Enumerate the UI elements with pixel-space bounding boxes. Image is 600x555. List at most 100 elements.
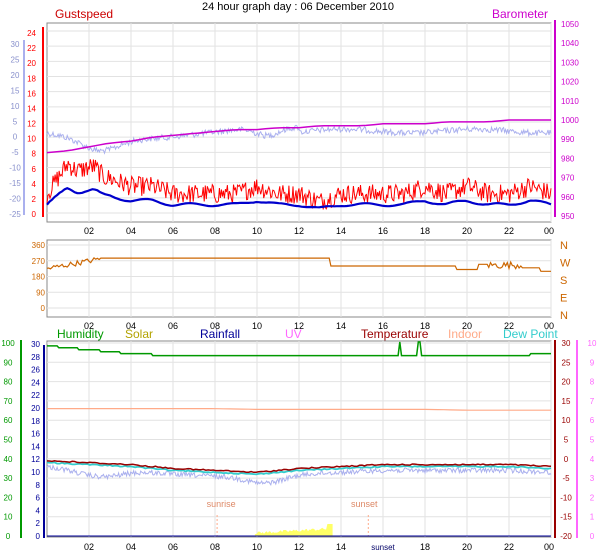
baro-axis-tick-label: 1030 bbox=[561, 58, 579, 67]
legend-humidity: Humidity bbox=[57, 327, 104, 341]
panel3-x-tick-label: 22 bbox=[504, 542, 514, 552]
panel1-x-tick-label: 08 bbox=[210, 226, 220, 236]
compass-label: S bbox=[560, 275, 567, 287]
humidity-axis-tick-label: 0 bbox=[6, 532, 11, 541]
panel1-x-tick-label: 12 bbox=[294, 226, 304, 236]
legend-temperature: Temperature bbox=[361, 327, 429, 341]
temp-axis-tick-label: -10 bbox=[9, 164, 21, 173]
panel1-x-tick-label: 14 bbox=[336, 226, 346, 236]
temp-axis-tick-label: -20 bbox=[9, 195, 21, 204]
gust-axis-tick-label: 18 bbox=[27, 74, 36, 83]
uv-axis-tick-label: 8 bbox=[590, 378, 595, 387]
gustspeed-line bbox=[46, 159, 552, 210]
temp-axis-tick-label: -15 bbox=[9, 179, 21, 188]
uv-axis-tick-label: 9 bbox=[590, 358, 595, 367]
gust-axis-tick-label: 20 bbox=[27, 59, 36, 68]
temperature-axis-tick-label: 0 bbox=[564, 455, 569, 464]
gust-axis-tick-label: 0 bbox=[32, 210, 37, 219]
temp-axis-tick-label: 15 bbox=[11, 86, 20, 95]
panel3-x-tick-label: 12 bbox=[294, 542, 304, 552]
temp-axis-tick-label: 25 bbox=[11, 55, 20, 64]
gust-axis-tick-label: 14 bbox=[27, 104, 36, 113]
temperature-axis-tick-label: 25 bbox=[562, 358, 571, 367]
rainfall-axis-tick-label: 14 bbox=[31, 442, 40, 451]
dewpoint-line bbox=[46, 461, 552, 476]
rainfall-axis-tick-label: 0 bbox=[36, 532, 41, 541]
temperature-axis-tick-label: -20 bbox=[560, 532, 572, 541]
temperature-axis-tick-label: 30 bbox=[562, 339, 571, 348]
rainfall-axis-tick-label: 16 bbox=[31, 430, 40, 439]
panel1-x-tick-label: 16 bbox=[378, 226, 388, 236]
humidity-axis-tick-label: 100 bbox=[1, 339, 15, 348]
humidity-axis-tick-label: 40 bbox=[4, 455, 13, 464]
rainfall-axis-tick-label: 8 bbox=[36, 481, 41, 490]
rainfall-axis-tick-label: 18 bbox=[31, 417, 40, 426]
panel2-x-tick-label: 16 bbox=[378, 321, 388, 331]
panel1-x-tick-label: 00 bbox=[544, 226, 554, 236]
temp-axis-tick-label: 5 bbox=[13, 117, 18, 126]
solar-area bbox=[254, 524, 333, 536]
rainfall-axis-tick-label: 2 bbox=[36, 519, 41, 528]
panel1-x-tick-label: 20 bbox=[462, 226, 472, 236]
panel1-x-tick-label: 02 bbox=[84, 226, 94, 236]
uv-axis-tick-label: 10 bbox=[588, 339, 597, 348]
indoor-line bbox=[47, 408, 551, 411]
rainfall-axis-tick-label: 20 bbox=[31, 404, 40, 413]
panel2-x-tick-label: 04 bbox=[126, 321, 136, 331]
compass-label: W bbox=[560, 258, 571, 270]
humidity-axis-tick-label: 80 bbox=[4, 378, 13, 387]
uv-axis-tick-label: 1 bbox=[590, 513, 595, 522]
temperature-axis-tick-label: 10 bbox=[562, 416, 571, 425]
rainfall-axis-tick-label: 26 bbox=[31, 366, 40, 375]
barometer-label: Barometer bbox=[492, 7, 548, 21]
panel1-x-tick-label: 06 bbox=[168, 226, 178, 236]
sunrise-label: sunrise bbox=[207, 499, 236, 509]
baro-axis-tick-label: 970 bbox=[561, 174, 575, 183]
uv-axis-tick-label: 7 bbox=[590, 397, 595, 406]
panel2-x-tick-label: 00 bbox=[544, 321, 554, 331]
gust-axis-tick-label: 22 bbox=[27, 44, 36, 53]
gust-axis-tick-label: 4 bbox=[32, 180, 37, 189]
panel2-x-tick-label: 20 bbox=[462, 321, 472, 331]
rainfall-axis-tick-label: 24 bbox=[31, 378, 40, 387]
direction-axis-tick-label: 360 bbox=[32, 241, 46, 250]
temp-axis-tick-label: -25 bbox=[9, 210, 21, 219]
rainfall-axis-tick-label: 4 bbox=[36, 506, 41, 515]
temperature-axis-tick-label: -10 bbox=[560, 493, 572, 502]
humidity-axis-tick-label: 50 bbox=[4, 436, 13, 445]
temp-axis-tick-label: 30 bbox=[11, 40, 20, 49]
panel1-x-tick-label: 18 bbox=[420, 226, 430, 236]
temperature-background-line bbox=[46, 124, 552, 155]
temperature-axis-tick-label: 5 bbox=[564, 436, 569, 445]
climate-panel: 1009080706050403020100302826242220181614… bbox=[1, 327, 597, 552]
barometer-line bbox=[46, 119, 551, 154]
gust-barometer-panel: 302520151050-5-10-15-20-2524222018161412… bbox=[9, 7, 579, 236]
panel3-x-tick-label: 08 bbox=[210, 542, 220, 552]
sunset-label: sunset bbox=[351, 499, 378, 509]
panel3-x-tick-label: 06 bbox=[168, 542, 178, 552]
baro-axis-tick-label: 980 bbox=[561, 154, 575, 163]
panel3-x-tick-label: sunset bbox=[371, 543, 395, 552]
baro-axis-tick-label: 990 bbox=[561, 135, 575, 144]
legend-rainfall: Rainfall bbox=[200, 327, 240, 341]
compass-label: N bbox=[560, 240, 568, 252]
uv-axis-tick-label: 5 bbox=[590, 436, 595, 445]
gust-axis-tick-label: 2 bbox=[32, 195, 37, 204]
uv-axis-tick-label: 0 bbox=[590, 532, 595, 541]
panel1-x-tick-label: 04 bbox=[126, 226, 136, 236]
temperature-axis-tick-label: -15 bbox=[560, 513, 572, 522]
legend-uv: UV bbox=[285, 327, 302, 341]
uv-axis-tick-label: 2 bbox=[590, 493, 595, 502]
legend-indoor: Indoor bbox=[448, 327, 482, 341]
temperature-line bbox=[46, 460, 552, 474]
panel3-x-tick-label: 18 bbox=[420, 542, 430, 552]
humidity-axis-tick-label: 30 bbox=[4, 474, 13, 483]
humidity-axis-tick-label: 20 bbox=[4, 493, 13, 502]
panel3-x-tick-label: 00 bbox=[544, 542, 554, 552]
panel2-x-tick-label: 22 bbox=[504, 321, 514, 331]
uv-axis-tick-label: 4 bbox=[590, 455, 595, 464]
panel3-x-tick-label: 14 bbox=[336, 542, 346, 552]
direction-axis-tick-label: 180 bbox=[32, 273, 46, 282]
rainfall-axis-tick-label: 6 bbox=[36, 494, 41, 503]
